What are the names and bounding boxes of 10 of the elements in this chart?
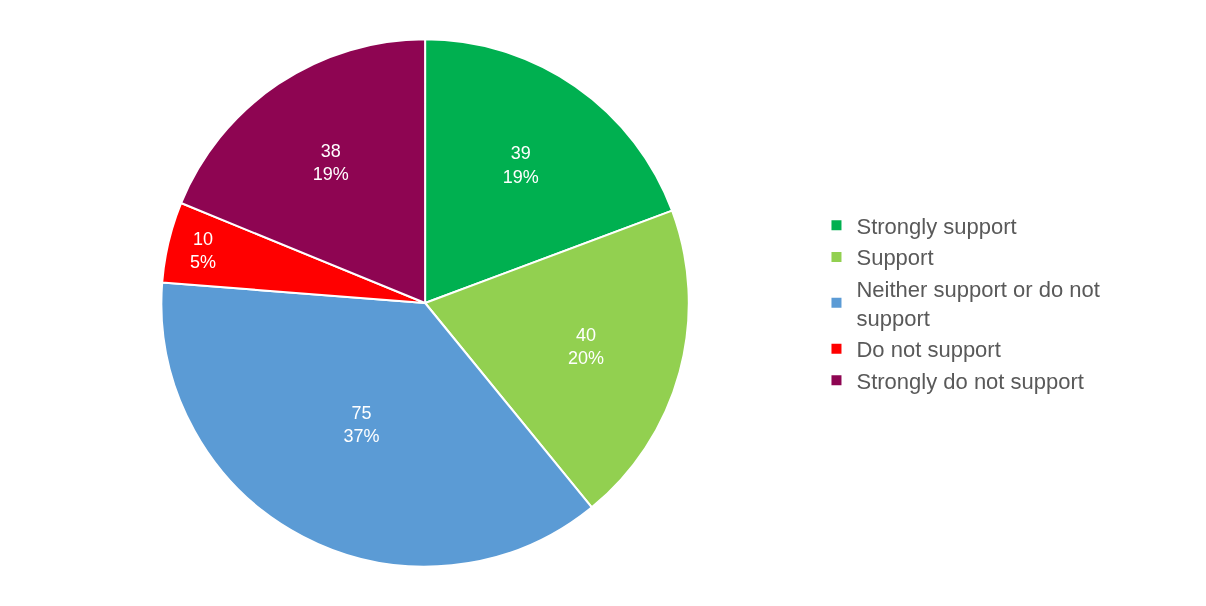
legend-label: Neither support or do not support	[856, 277, 1100, 331]
data-label: 40 20%	[567, 324, 604, 369]
legend-label: Strongly support	[856, 213, 1017, 239]
data-label: 75 37%	[343, 403, 380, 447]
data-label: 38 19%	[312, 140, 349, 185]
data-label: 10 5%	[189, 228, 216, 272]
data-label: 39 19%	[502, 143, 539, 187]
legend-label: Do not support	[856, 337, 1001, 363]
legend-label: Strongly do not support	[856, 368, 1084, 394]
legend-label: Support	[856, 245, 934, 271]
